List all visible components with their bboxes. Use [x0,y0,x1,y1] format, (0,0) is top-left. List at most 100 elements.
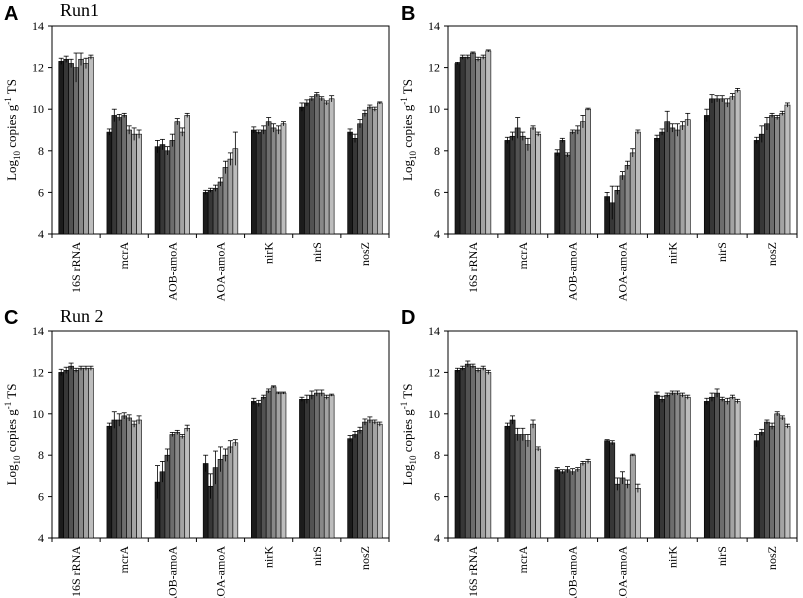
bar [111,419,118,539]
bar [116,419,123,539]
bar [604,440,610,539]
bar [347,131,353,235]
bar [679,394,686,539]
y-tick-label: 12 [32,61,44,75]
y-tick-label: 6 [38,490,44,504]
bar [73,67,79,235]
bar-group [454,360,492,539]
y-tick-label: 14 [32,324,44,338]
bar [774,117,781,235]
bar [734,401,741,539]
bar [377,102,383,235]
y-tick-label: 8 [434,448,440,462]
bar-group [347,416,383,539]
bar-group [58,52,94,235]
category-label: 16S rRNA [69,242,83,293]
bar [614,483,621,539]
bar [554,152,561,235]
bar [164,150,171,235]
y-tick-label: 6 [38,185,44,199]
bar [504,140,511,235]
y-tick-label: 4 [38,227,44,241]
bar [535,133,542,235]
bar-group [654,110,691,235]
bar [116,117,123,235]
category-label: nosZ [765,546,779,570]
bar [669,127,676,235]
bar [729,96,736,235]
bar [753,440,760,539]
bar [674,129,681,235]
bar [106,131,113,235]
bar [58,61,64,235]
bar [265,121,272,235]
y-axis-label-main: Log [400,464,415,485]
bar [454,370,461,539]
y-tick-label: 4 [38,531,44,545]
bar [635,131,641,235]
y-tick-label: 12 [32,365,44,379]
bar [126,417,132,539]
y-tick-label: 8 [38,448,44,462]
bar [111,115,118,235]
bar [525,144,531,235]
y-tick-label: 6 [434,490,440,504]
bar [669,392,676,539]
y-axis-label-main: Log [400,159,415,180]
bar [525,440,531,539]
bar-group [703,388,741,539]
bar [464,56,471,235]
y-axis-label-end: TS [4,384,19,402]
bar [480,367,487,539]
category-label: nirK [262,242,276,264]
bar [504,425,511,539]
bar-group [202,439,239,539]
bar [179,436,186,539]
bar [459,367,466,539]
category-label: nirK [665,546,679,568]
bar [309,98,315,235]
bar [174,432,181,539]
bar [202,192,209,235]
bar [470,52,476,235]
category-label: AOA-amoA [616,546,630,598]
bar [654,394,660,539]
panel-letter: B [401,3,415,25]
bar [260,396,267,539]
panel-letter: C [4,307,18,329]
y-axis-label-sub: 10 [12,150,22,160]
bar [63,58,69,235]
panel-letter: D [401,307,415,329]
bar [357,123,363,235]
bar [569,471,576,539]
y-axis-label-sup: -1 [3,97,13,105]
bar-group [504,415,542,539]
bar [275,129,282,235]
bar [78,367,84,539]
category-label: 16S rRNA [69,546,83,597]
bar [299,399,305,539]
bar [724,401,731,539]
bar [227,158,234,235]
category-label: AOB-amoA [566,546,580,598]
category-label: mcrA [117,546,131,574]
bar [314,392,320,539]
bar [709,396,715,539]
bar [769,115,775,235]
bar [260,129,267,235]
bar [564,469,571,539]
bar [280,123,287,235]
bar [758,133,765,235]
bar [614,190,621,235]
bar-group [753,102,791,235]
bar [654,138,660,235]
bar [255,131,262,235]
bar [604,196,610,235]
category-label: AOB-amoA [566,242,580,301]
bar [136,133,142,235]
category-label: mcrA [117,242,131,270]
bar-group [106,411,142,539]
bar [480,56,487,235]
